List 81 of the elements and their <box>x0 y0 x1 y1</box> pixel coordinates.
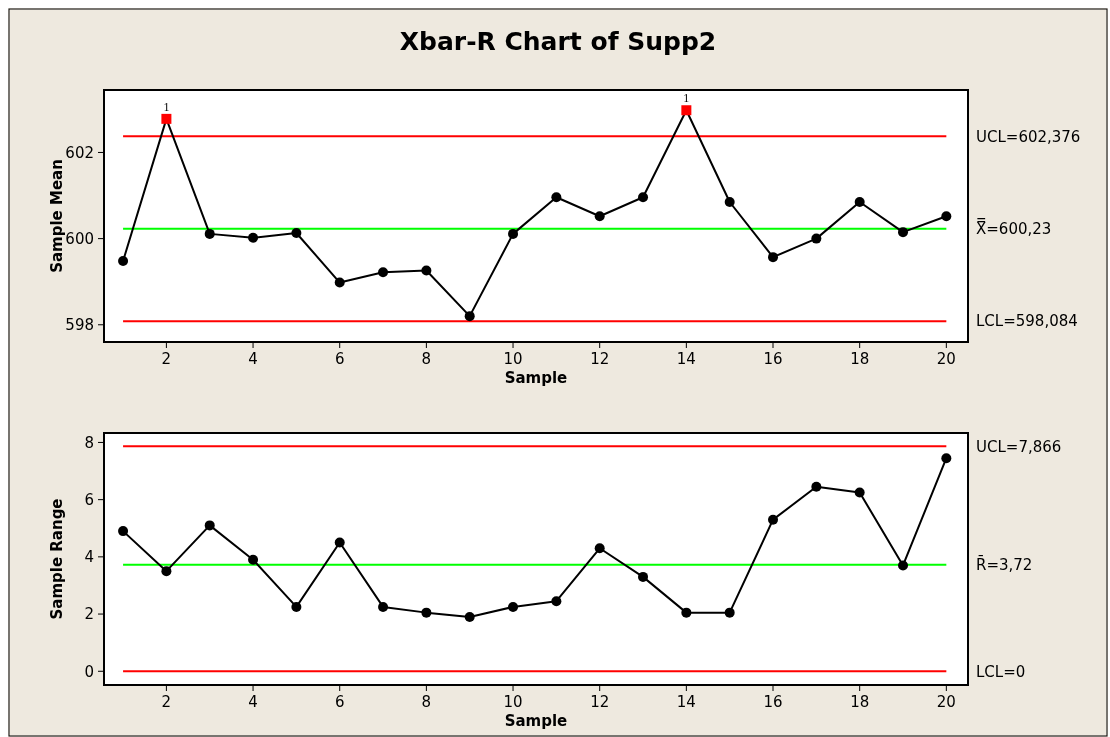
point <box>681 105 692 116</box>
y-tick-label: 8 <box>84 433 94 452</box>
point <box>421 607 432 618</box>
ref-line-label: UCL=602,376 <box>976 127 1081 146</box>
point <box>508 228 519 239</box>
y-tick-label: 600 <box>65 229 94 248</box>
x-tick-label: 16 <box>763 693 783 711</box>
y-axis-title: Sample Mean <box>48 159 66 273</box>
x-tick-label: 12 <box>590 693 610 711</box>
point <box>421 265 432 276</box>
x-tick-label: 18 <box>850 350 870 368</box>
y-tick-label: 598 <box>65 316 94 335</box>
y-axis-title: Sample Range <box>48 498 66 620</box>
point <box>941 211 952 222</box>
point <box>204 520 215 531</box>
ref-line-label: LCL=598,084 <box>976 312 1078 331</box>
point <box>291 228 302 239</box>
chart-title: Xbar-R Chart of Supp2 <box>399 27 717 56</box>
point <box>334 277 345 288</box>
x-tick-label: 10 <box>503 350 523 368</box>
point <box>161 566 172 577</box>
point <box>768 252 779 263</box>
point <box>248 554 259 565</box>
x-tick-label: 12 <box>590 350 610 368</box>
ref-line-label: R̄=3,72 <box>976 555 1033 575</box>
x-tick-label: 16 <box>763 350 783 368</box>
point <box>118 256 129 267</box>
x-tick-label: 2 <box>161 693 172 711</box>
point <box>551 192 562 203</box>
point <box>854 197 865 207</box>
point <box>898 560 909 571</box>
point <box>334 537 345 548</box>
point <box>681 607 692 618</box>
point <box>508 601 519 612</box>
point <box>941 453 952 464</box>
y-tick-label: 2 <box>84 605 94 624</box>
annotation: 1 <box>683 91 690 106</box>
point <box>248 232 259 243</box>
y-tick-label: 6 <box>84 490 94 509</box>
x-tick-label: 18 <box>850 693 870 711</box>
x-tick-label: 14 <box>676 350 696 368</box>
point <box>204 228 215 239</box>
x-tick-label: 6 <box>334 350 345 368</box>
ref-line-label: UCL=7,866 <box>976 437 1062 456</box>
y-tick-label: 0 <box>84 662 94 681</box>
point <box>768 514 779 525</box>
point <box>291 601 302 612</box>
point <box>898 227 909 238</box>
point <box>118 526 129 537</box>
point <box>638 192 649 203</box>
x-axis-title: Sample <box>504 712 568 730</box>
point <box>378 267 389 278</box>
x-tick-label: 6 <box>334 693 345 711</box>
annotation: 1 <box>163 99 170 114</box>
x-tick-label: 20 <box>936 350 956 368</box>
x-tick-label: 4 <box>248 693 258 711</box>
point <box>811 481 822 492</box>
x-tick-label: 10 <box>503 693 523 711</box>
point <box>161 113 172 124</box>
point <box>551 596 562 607</box>
x-axis-title: Sample <box>504 369 568 387</box>
ref-line-label: LCL=0 <box>976 662 1026 681</box>
point <box>854 487 865 498</box>
x-tick-label: 4 <box>248 350 258 368</box>
point <box>378 601 389 612</box>
point <box>594 543 605 554</box>
x-tick-label: 20 <box>936 693 956 711</box>
point <box>594 211 605 222</box>
y-tick-label: 4 <box>84 548 94 567</box>
ref-line-label: X̿=600,23 <box>976 218 1052 238</box>
x-tick-label: 8 <box>421 693 432 711</box>
point <box>464 311 475 322</box>
point <box>464 611 475 622</box>
x-tick-label: 8 <box>421 350 432 368</box>
x-tick-label: 2 <box>161 350 172 368</box>
point <box>724 197 735 207</box>
point <box>638 571 649 582</box>
x-tick-label: 14 <box>676 693 696 711</box>
point <box>811 233 822 244</box>
y-tick-label: 602 <box>65 143 94 162</box>
point <box>724 607 735 618</box>
